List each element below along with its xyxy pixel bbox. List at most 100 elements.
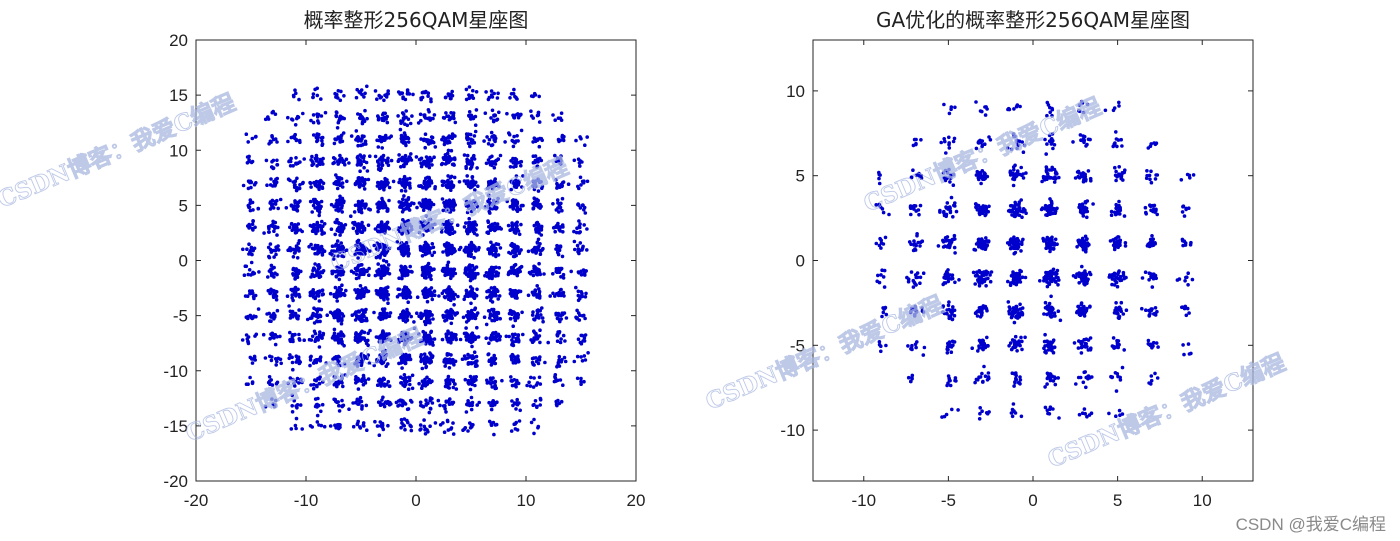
constellation-point xyxy=(311,288,316,292)
constellation-point xyxy=(386,297,390,301)
constellation-point xyxy=(429,99,433,104)
constellation-point xyxy=(269,177,273,181)
constellation-point xyxy=(493,423,498,427)
constellation-point xyxy=(300,181,305,186)
constellation-point xyxy=(447,402,452,407)
constellation-point xyxy=(396,114,400,118)
constellation-point xyxy=(314,159,319,163)
constellation-point xyxy=(419,316,424,321)
constellation-point xyxy=(265,183,269,187)
constellation-cluster xyxy=(311,132,325,147)
constellation-point xyxy=(521,332,525,337)
constellation-point xyxy=(530,340,535,345)
constellation-point xyxy=(535,284,539,288)
constellation-point xyxy=(529,420,534,425)
constellation-point xyxy=(380,378,385,382)
constellation-point xyxy=(313,262,317,266)
constellation-point xyxy=(268,207,273,211)
constellation-point xyxy=(379,381,384,386)
constellation-point xyxy=(297,239,302,243)
constellation-cluster xyxy=(313,396,325,414)
constellation-point xyxy=(510,379,514,383)
constellation-cluster xyxy=(308,288,326,303)
constellation-point xyxy=(317,345,322,349)
constellation-point xyxy=(466,161,471,166)
y-tick-label: -15 xyxy=(163,417,188,436)
constellation-point xyxy=(445,332,450,336)
constellation-point xyxy=(446,428,451,432)
constellation-point xyxy=(351,424,356,429)
constellation-point xyxy=(429,135,434,139)
constellation-point xyxy=(364,142,368,146)
constellation-point xyxy=(509,251,513,256)
constellation-point xyxy=(382,117,386,121)
constellation-point xyxy=(318,330,322,334)
constellation-point xyxy=(473,306,478,311)
chart-1-points xyxy=(240,84,590,438)
constellation-point xyxy=(268,242,273,246)
constellation-point xyxy=(293,423,298,428)
constellation-point xyxy=(298,228,303,232)
constellation-point xyxy=(517,401,521,405)
constellation-point xyxy=(317,187,321,192)
constellation-point xyxy=(428,406,433,411)
constellation-point xyxy=(300,380,304,385)
constellation-point xyxy=(263,356,268,360)
constellation-point xyxy=(297,359,302,364)
constellation-point xyxy=(404,272,408,277)
constellation-point xyxy=(538,252,543,256)
constellation-point xyxy=(451,421,455,425)
constellation-point xyxy=(517,268,521,273)
constellation-point xyxy=(487,341,491,346)
constellation-point xyxy=(310,154,314,159)
constellation-point xyxy=(311,95,315,100)
constellation-cluster xyxy=(309,153,325,168)
constellation-point xyxy=(489,89,494,93)
constellation-point xyxy=(273,333,278,337)
constellation-point xyxy=(430,397,434,401)
constellation-point xyxy=(492,361,497,366)
constellation-point xyxy=(272,255,276,259)
constellation-point xyxy=(442,142,447,147)
constellation-point xyxy=(316,247,321,252)
constellation-point xyxy=(269,358,274,363)
constellation-point xyxy=(347,407,351,412)
constellation-point xyxy=(269,165,274,169)
constellation-point xyxy=(294,230,299,235)
constellation-point xyxy=(399,417,404,422)
constellation-point xyxy=(272,229,276,233)
constellation-point xyxy=(354,95,359,100)
constellation-point xyxy=(483,111,488,115)
constellation-point xyxy=(402,194,406,198)
constellation-point xyxy=(321,333,325,337)
constellation-point xyxy=(468,182,472,187)
constellation-point xyxy=(453,120,458,125)
constellation-point xyxy=(363,286,368,290)
constellation-point xyxy=(422,113,427,117)
constellation-point xyxy=(379,166,383,171)
constellation-point xyxy=(495,334,499,339)
constellation-point xyxy=(358,169,362,173)
constellation-point xyxy=(405,307,409,312)
constellation-point xyxy=(532,417,536,422)
constellation-point xyxy=(254,332,259,337)
constellation-point xyxy=(248,201,252,205)
constellation-point xyxy=(271,137,276,142)
constellation-point xyxy=(516,381,521,386)
constellation-cluster xyxy=(261,331,282,347)
constellation-point xyxy=(267,255,272,260)
constellation-point xyxy=(387,198,391,203)
constellation-point xyxy=(339,241,344,245)
constellation-point xyxy=(534,251,538,255)
constellation-point xyxy=(508,228,512,232)
constellation-point xyxy=(321,380,325,384)
constellation-point xyxy=(467,380,471,385)
constellation-point xyxy=(507,311,512,316)
constellation-point xyxy=(516,334,520,338)
constellation-point xyxy=(449,111,453,115)
constellation-point xyxy=(468,387,473,392)
constellation-point xyxy=(428,320,432,325)
constellation-point xyxy=(367,273,371,278)
constellation-point xyxy=(256,206,261,211)
x-tick-label: -20 xyxy=(184,491,209,510)
